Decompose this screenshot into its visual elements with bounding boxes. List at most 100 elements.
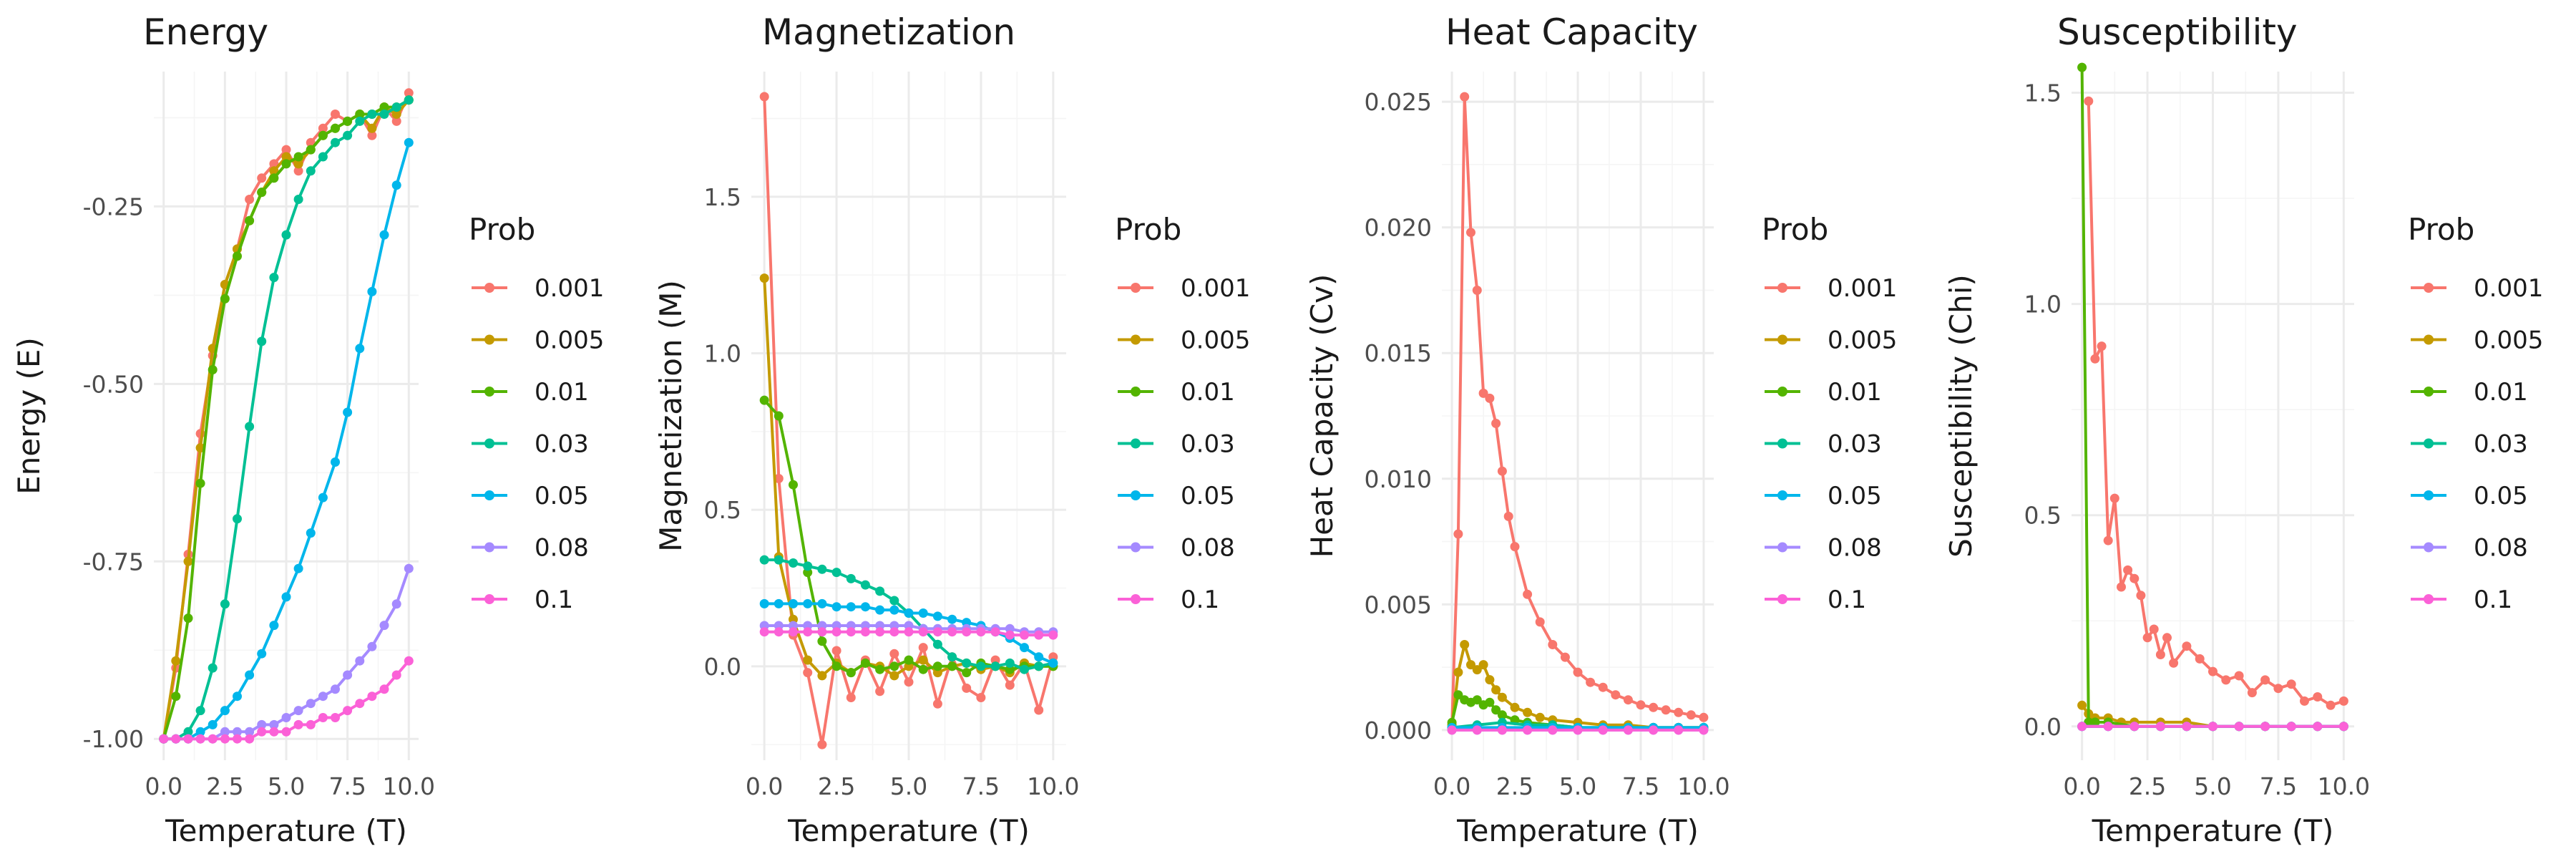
legend-key-point — [1131, 542, 1141, 553]
data-point — [2162, 633, 2172, 643]
legend-label: 0.1 — [2474, 586, 2512, 614]
data-point — [269, 173, 279, 183]
data-point — [233, 727, 242, 737]
data-point — [306, 528, 316, 538]
data-point — [257, 727, 267, 737]
data-point — [932, 661, 942, 671]
data-point — [2208, 722, 2218, 732]
legend-label: 0.01 — [1828, 378, 1882, 407]
legend-key-point — [1777, 438, 1787, 449]
data-point — [1034, 661, 1044, 671]
y-tick-label: -0.75 — [83, 548, 144, 576]
data-point — [2221, 675, 2231, 685]
legend-label: 0.08 — [1828, 534, 1882, 563]
data-point — [2129, 722, 2140, 732]
data-point — [1034, 652, 1044, 662]
data-point — [391, 599, 401, 609]
data-point — [947, 627, 957, 637]
legend-key-point — [484, 594, 494, 604]
data-point — [2084, 717, 2094, 727]
legend-entry: 0.1 — [1118, 586, 1219, 614]
data-point — [1674, 707, 1684, 717]
legend-key-point — [1777, 387, 1787, 397]
data-point — [367, 123, 377, 133]
data-point — [860, 658, 870, 668]
legend-title: Prob — [2408, 212, 2474, 247]
data-point — [1649, 725, 1659, 735]
data-point — [1503, 511, 1513, 521]
data-point — [904, 677, 914, 687]
legend-entry: 0.1 — [2411, 586, 2512, 614]
data-point — [1686, 710, 1696, 720]
data-point — [1485, 675, 1495, 685]
legend-entry: 0.05 — [472, 482, 589, 510]
legend-entry: 0.08 — [472, 534, 589, 563]
data-point — [379, 230, 389, 240]
data-point — [789, 627, 798, 637]
data-point — [2097, 341, 2107, 351]
legend-key-point — [1131, 594, 1141, 604]
data-point — [1453, 529, 1463, 539]
legend-label: 0.001 — [535, 274, 604, 303]
data-point — [2338, 696, 2348, 706]
legend-entry: 0.005 — [472, 326, 604, 355]
panel-heat-capacity: 0.0 2.5 5.0 7.5 10.0 0.000 0.005 0.010 0.015 0.02… — [1304, 11, 1897, 848]
data-point — [774, 555, 784, 565]
series-0.1 — [2077, 722, 2348, 732]
data-point — [1535, 712, 1545, 722]
data-point — [1485, 697, 1495, 707]
x-tick-label: 0.0 — [746, 772, 783, 800]
data-point — [391, 102, 401, 112]
data-point — [932, 611, 942, 621]
legend-label: 0.001 — [1181, 274, 1250, 303]
data-point — [1453, 690, 1463, 700]
data-point — [803, 598, 813, 608]
data-point — [281, 727, 291, 737]
data-point — [918, 608, 928, 618]
data-point — [2247, 688, 2257, 698]
data-point — [947, 661, 957, 671]
data-point — [2077, 700, 2087, 710]
data-point — [1535, 617, 1545, 627]
data-point — [257, 173, 267, 183]
data-point — [2260, 675, 2270, 685]
data-point — [803, 655, 813, 665]
data-point — [343, 706, 353, 716]
data-point — [803, 668, 813, 678]
data-point — [2169, 658, 2179, 668]
data-point — [1573, 667, 1583, 677]
y-axis-title: Heat Capacity (Cv) — [1304, 274, 1340, 558]
legend-title: Prob — [469, 212, 535, 247]
x-tick-label: 2.5 — [1496, 772, 1533, 800]
legend-key-point — [484, 283, 494, 293]
data-point — [306, 145, 316, 155]
data-point — [183, 556, 193, 566]
x-axis-title: Temperature (T) — [2092, 813, 2334, 848]
data-point — [759, 627, 769, 637]
legend-key-point — [1777, 594, 1787, 604]
data-point — [1523, 725, 1533, 735]
data-point — [331, 123, 340, 133]
data-point — [183, 727, 193, 737]
data-point — [875, 664, 885, 674]
legend-key-point — [2424, 334, 2434, 345]
data-point — [962, 668, 972, 678]
y-tick-label: 0.5 — [704, 496, 741, 524]
legend-label: 0.08 — [2474, 534, 2528, 563]
data-point — [962, 627, 972, 637]
data-point — [1472, 286, 1482, 295]
data-point — [831, 661, 841, 671]
data-point — [367, 110, 377, 119]
grid — [1442, 72, 1714, 760]
legend-label: 0.1 — [535, 586, 573, 614]
legend-entry: 0.001 — [1765, 274, 1897, 303]
data-point — [846, 693, 856, 702]
data-point — [789, 480, 798, 490]
x-tick-label: 10.0 — [383, 772, 435, 800]
data-point — [1548, 725, 1558, 735]
data-point — [318, 492, 328, 503]
data-point — [817, 739, 827, 749]
